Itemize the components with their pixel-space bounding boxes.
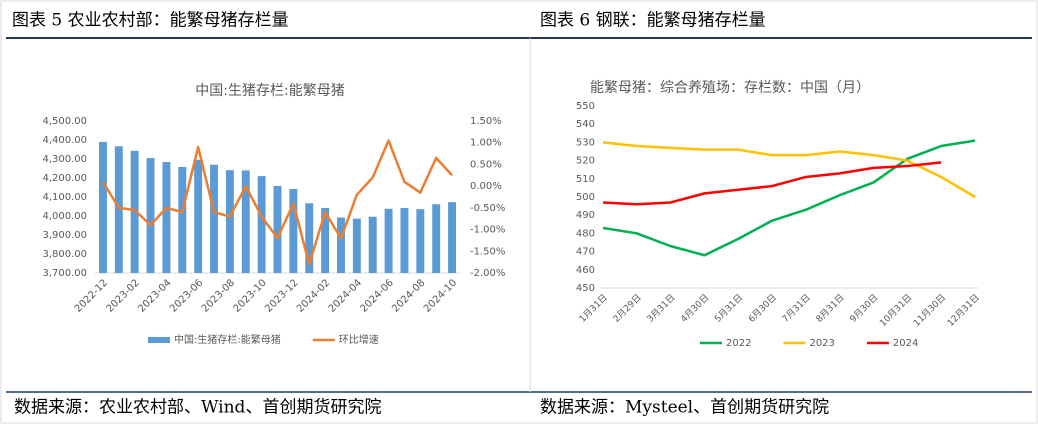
x-tick-label: 8月31日 xyxy=(814,292,847,325)
y-tick-label: 4,200.00 xyxy=(42,173,87,184)
bar xyxy=(416,209,425,273)
y-tick-label: 530 xyxy=(576,137,595,148)
bar xyxy=(241,170,250,273)
x-tick-label: 3月31日 xyxy=(645,292,678,325)
x-tick-label: 12月31日 xyxy=(945,292,982,329)
x-tick-label: 2023-06 xyxy=(168,277,205,314)
x-tick-label: 2024-02 xyxy=(295,277,332,314)
y-tick-label: 4,500.00 xyxy=(42,116,87,127)
legend-label: 2024 xyxy=(893,338,918,349)
x-tick-label: 2024-06 xyxy=(358,277,395,314)
x-tick-label: 2023-04 xyxy=(136,277,173,314)
y-tick-label: 480 xyxy=(576,228,595,239)
figure-source: 数据来源：Mysteel、首创期货研究院 xyxy=(540,398,829,418)
y-tick-label: 550 xyxy=(576,101,595,112)
figure-header: 图表 6 钢联：能繁母猪存栏量 xyxy=(540,11,766,31)
x-tick-label: 2024-10 xyxy=(422,277,459,314)
y2-tick-label: -2.00% xyxy=(470,268,505,279)
bar xyxy=(384,208,393,273)
y2-tick-label: -0.50% xyxy=(470,203,505,214)
y2-tick-label: 1.50% xyxy=(470,116,502,127)
bar xyxy=(352,218,361,273)
y-tick-label: 520 xyxy=(576,156,595,167)
series-line xyxy=(602,141,976,199)
figure-header: 图表 5 农业农村部：能繁母猪存栏量 xyxy=(12,11,289,31)
chart-title: 能繁母猪：综合养殖场：存栏数：中国（月） xyxy=(590,79,870,96)
chart-title: 中国:生猪存栏:能繁母猪 xyxy=(195,83,344,99)
y-tick-label: 540 xyxy=(576,119,595,130)
bar xyxy=(337,217,345,273)
bar xyxy=(98,141,107,273)
legend-label: 中国:生猪存栏:能繁母猪 xyxy=(174,333,281,346)
y-tick-label: 4,300.00 xyxy=(42,154,87,165)
bar xyxy=(305,203,314,273)
x-tick-label: 9月30日 xyxy=(848,292,881,325)
y2-tick-label: -1.50% xyxy=(470,246,505,257)
bar xyxy=(432,204,441,273)
bar xyxy=(210,164,218,273)
bar xyxy=(225,170,234,273)
y-tick-label: 490 xyxy=(576,210,595,221)
bar xyxy=(368,216,377,273)
bar xyxy=(289,189,298,273)
y-tick-label: 510 xyxy=(576,174,595,185)
bar xyxy=(162,162,171,273)
bar xyxy=(273,185,282,273)
x-tick-label: 2月29日 xyxy=(611,292,644,325)
x-tick-label: 11月30日 xyxy=(911,292,948,329)
series-line xyxy=(602,139,976,257)
x-tick-label: 2022-12 xyxy=(73,277,110,314)
series-line xyxy=(101,139,453,266)
bar xyxy=(400,208,409,273)
y-tick-label: 460 xyxy=(576,265,595,276)
x-tick-label: 2023-02 xyxy=(105,277,142,314)
x-tick-label: 2024-08 xyxy=(390,277,427,314)
x-tick-label: 10月31日 xyxy=(878,292,915,329)
y-tick-label: 4,400.00 xyxy=(42,135,87,146)
x-tick-label: 6月30日 xyxy=(746,292,779,325)
y2-tick-label: 1.00% xyxy=(470,138,502,149)
x-tick-label: 2023-10 xyxy=(232,277,269,314)
bar xyxy=(114,146,123,273)
bar xyxy=(146,158,155,273)
bar xyxy=(257,176,266,273)
series-line xyxy=(602,161,942,206)
bar xyxy=(194,159,203,273)
bar xyxy=(130,150,139,273)
figure-source: 数据来源：农业农村部、Wind、首创期货研究院 xyxy=(14,398,381,418)
y-tick-label: 3,700.00 xyxy=(42,268,87,279)
y-tick-label: 4,100.00 xyxy=(42,192,87,203)
x-tick-label: 4月30日 xyxy=(679,292,712,325)
y-tick-label: 4,000.00 xyxy=(42,211,87,222)
legend-swatch xyxy=(148,337,170,343)
y-tick-label: 500 xyxy=(576,192,595,203)
legend-label: 环比增速 xyxy=(339,333,379,346)
x-tick-label: 2023-08 xyxy=(200,277,237,314)
y-tick-label: 3,900.00 xyxy=(42,230,87,241)
x-tick-label: 7月31日 xyxy=(780,292,813,325)
y-tick-label: 450 xyxy=(576,283,595,294)
y2-tick-label: -1.00% xyxy=(470,225,505,236)
x-tick-label: 2024-04 xyxy=(327,277,364,314)
y-tick-label: 470 xyxy=(576,247,595,258)
y2-tick-label: 0.50% xyxy=(470,159,502,170)
y2-tick-label: 0.00% xyxy=(470,181,502,192)
x-tick-label: 5月31日 xyxy=(713,292,746,325)
legend-label: 2023 xyxy=(809,338,834,349)
legend-label: 2022 xyxy=(726,338,751,349)
x-tick-label: 2023-12 xyxy=(263,277,300,314)
bar xyxy=(321,208,330,273)
x-tick-label: 1月31日 xyxy=(577,292,610,325)
bar xyxy=(178,166,187,273)
y-tick-label: 3,800.00 xyxy=(42,249,87,260)
bar xyxy=(448,202,457,273)
